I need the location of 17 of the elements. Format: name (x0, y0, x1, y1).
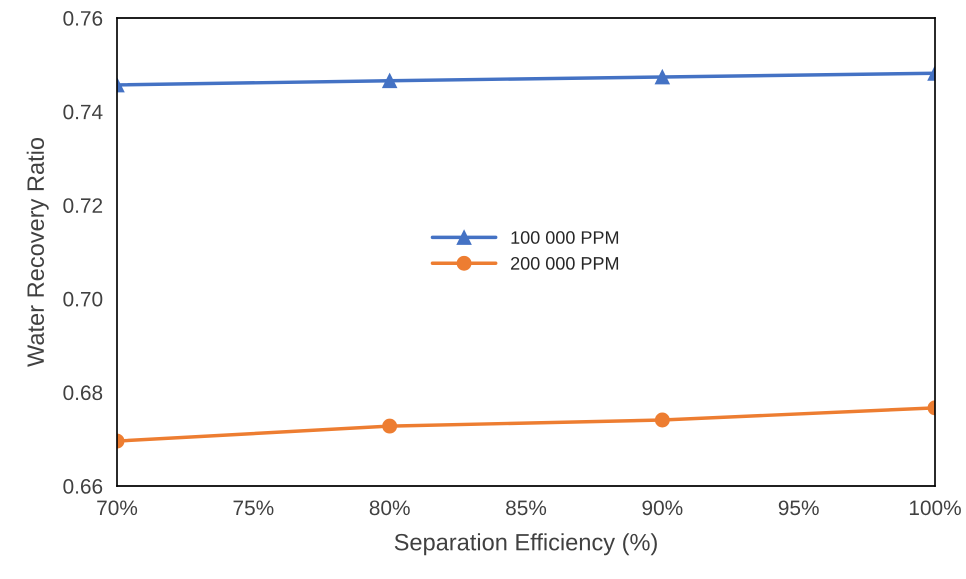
y-tick-label: 0.66 (63, 479, 102, 494)
y-tick-label: 0.68 (63, 385, 102, 400)
y-axis-title: Water Recovery Ratio (26, 138, 49, 367)
x-tick-label: 80% (370, 500, 410, 516)
x-tick-label: 90% (642, 500, 682, 516)
x-tick-label: 70% (97, 500, 138, 516)
y-tick-label: 0.74 (63, 104, 103, 120)
x-axis-title: Separation Efficiency (%) (394, 533, 657, 556)
legend-label: 200 000 PPM (511, 256, 618, 270)
y-tick-label: 0.72 (63, 198, 102, 213)
x-tick-label: 75% (234, 500, 274, 516)
legend-label: 100 000 PPM (511, 231, 618, 244)
x-tick-label: 85% (506, 500, 546, 516)
y-tick-label: 0.76 (63, 11, 102, 26)
x-tick-label: 95% (778, 500, 819, 516)
y-tick-label: 0.70 (63, 292, 102, 307)
x-tick-label: 100% (910, 500, 961, 516)
